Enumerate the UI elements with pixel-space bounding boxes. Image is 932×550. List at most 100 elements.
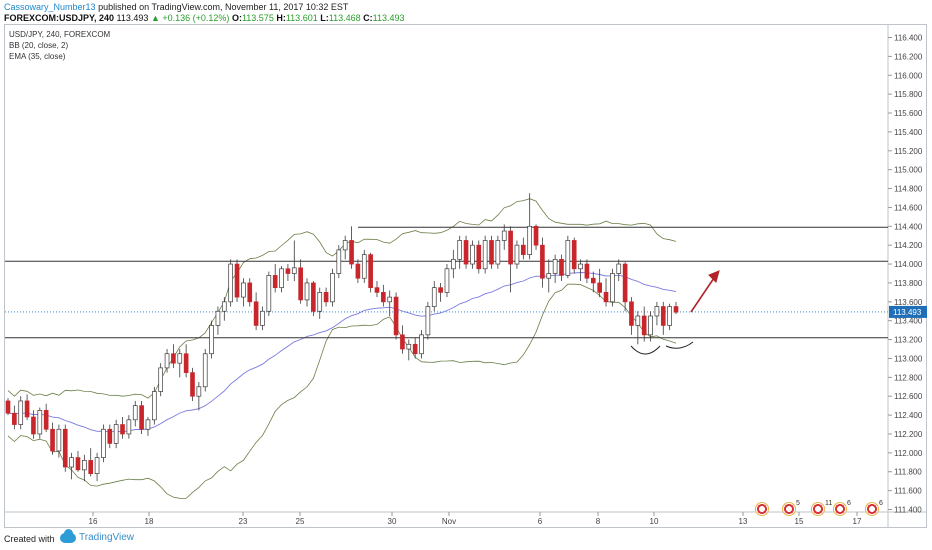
candle-body xyxy=(145,419,151,430)
y-tick-label: 115.600 xyxy=(894,109,923,118)
x-tick-label: 25 xyxy=(296,517,305,526)
event-flag-icon[interactable] xyxy=(755,502,769,516)
legend-bb[interactable]: BB (20, close, 2) xyxy=(9,41,69,50)
candle-body xyxy=(31,416,36,435)
candle-body xyxy=(616,263,622,274)
double-bottom-arc-right xyxy=(665,341,694,349)
candle-body xyxy=(132,405,138,421)
candle-body xyxy=(540,244,545,279)
candle-body xyxy=(272,275,278,289)
publish-line: Cassowary_Number13 published on TradingV… xyxy=(4,1,348,13)
last-price: 113.493 xyxy=(116,13,149,23)
candle-body xyxy=(260,310,265,326)
candle-body xyxy=(120,424,125,435)
symbol-label: FOREXCOM:USDJPY, 240 xyxy=(4,13,115,23)
event-count-label: 11 xyxy=(825,500,833,507)
event-flag-icon[interactable] xyxy=(865,502,879,516)
y-tick-label: 114.600 xyxy=(894,203,923,212)
candle-body xyxy=(520,244,526,255)
candle-body xyxy=(629,301,634,326)
y-tick-label: 114.000 xyxy=(894,260,923,269)
chart-frame[interactable] xyxy=(4,24,927,528)
candle-body xyxy=(393,296,399,336)
candle-body xyxy=(228,263,233,303)
candle-body xyxy=(202,353,208,388)
event-flag-icon[interactable] xyxy=(811,502,825,516)
candle-body xyxy=(75,457,81,471)
candle-body xyxy=(667,306,672,326)
candle-body xyxy=(457,240,463,260)
candle-body xyxy=(183,353,189,373)
candle-body xyxy=(400,334,405,350)
candle-body xyxy=(241,282,246,298)
y-tick-label: 114.200 xyxy=(894,241,923,250)
x-tick-label: 30 xyxy=(388,517,397,526)
candle-body xyxy=(425,306,431,336)
candle-body xyxy=(419,334,424,355)
candle-body xyxy=(82,460,87,471)
candle-body xyxy=(527,225,532,255)
candle-body xyxy=(56,428,62,452)
y-tick-label: 113.000 xyxy=(894,354,923,363)
candle-body xyxy=(50,428,55,452)
x-tick-label: Nov xyxy=(442,517,456,526)
candle-body xyxy=(94,457,100,474)
candle-body xyxy=(463,240,469,265)
candle-body xyxy=(298,267,303,301)
candle-body xyxy=(451,258,456,270)
candle-body xyxy=(514,244,520,265)
arrow-head-icon xyxy=(708,270,720,283)
price-chart[interactable]: 116.400 116.200 116.000 115.800 115.600 115.4… xyxy=(0,0,932,528)
candle-body xyxy=(285,268,291,274)
low-label: L: xyxy=(320,13,329,23)
y-tick-label: 111.400 xyxy=(894,506,922,515)
x-tick-label: 6 xyxy=(538,517,543,526)
author-link[interactable]: Cassowary_Number13 xyxy=(4,2,96,12)
candle-body xyxy=(597,282,602,293)
candle-body xyxy=(571,240,577,270)
candle-body xyxy=(18,400,24,425)
cloud-icon xyxy=(60,528,76,543)
bullish-arrow-icon xyxy=(690,274,717,313)
candle-body xyxy=(139,405,144,430)
candle-body xyxy=(291,267,297,274)
x-tick-label: 10 xyxy=(650,517,659,526)
x-tick-label: 15 xyxy=(795,517,804,526)
y-tick-label: 116.000 xyxy=(894,71,923,80)
legend-ema[interactable]: EMA (35, close) xyxy=(9,52,66,61)
event-flag-icon[interactable] xyxy=(833,502,847,516)
y-tick-label: 115.400 xyxy=(894,128,923,137)
y-tick-label: 113.200 xyxy=(894,336,923,345)
candle-body xyxy=(37,410,43,435)
legend-pair[interactable]: USD/JPY, 240, FOREXCOM xyxy=(9,30,111,39)
x-tick-label: 16 xyxy=(89,517,98,526)
y-tick-label: 116.200 xyxy=(894,52,923,61)
candle-body xyxy=(101,428,106,458)
event-flag-icon[interactable] xyxy=(782,502,796,516)
y-tick-label: 111.800 xyxy=(894,468,922,477)
x-tick-label: 23 xyxy=(239,517,248,526)
tradingview-logo[interactable]: TradingView xyxy=(60,528,135,543)
created-with-text: Created with xyxy=(4,534,55,544)
candle-body xyxy=(648,315,653,336)
y-tick-label: 111.600 xyxy=(894,487,922,496)
candle-body xyxy=(533,225,539,246)
candle-body xyxy=(311,282,316,312)
candle-body xyxy=(603,292,609,303)
candle-body xyxy=(24,400,30,418)
candle-body xyxy=(654,306,660,317)
event-count-label: 6 xyxy=(879,500,883,507)
high-label: H: xyxy=(276,13,286,23)
footer xyxy=(0,528,932,550)
y-tick-label: 112.600 xyxy=(894,392,923,401)
candle-body xyxy=(489,240,494,265)
brand-name: TradingView xyxy=(79,532,135,543)
candle-body xyxy=(482,240,488,270)
candle-body xyxy=(635,315,641,326)
price-badge-label: 113.493 xyxy=(893,308,922,317)
candle-body xyxy=(336,249,342,274)
candle-body xyxy=(444,268,450,293)
candle-body xyxy=(43,410,49,430)
bb-upper-line xyxy=(7,198,677,399)
candle-body xyxy=(546,273,552,279)
